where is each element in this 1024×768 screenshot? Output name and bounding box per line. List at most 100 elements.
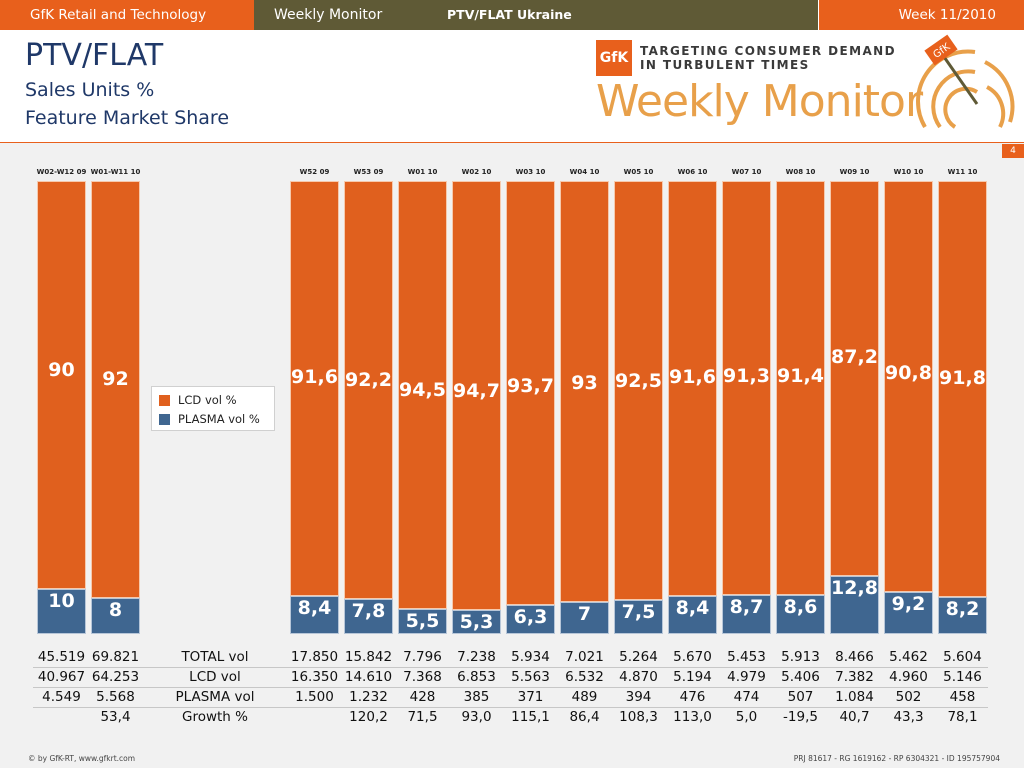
table-cell: 7.382 [835, 669, 874, 685]
table-cell: 71,5 [407, 709, 438, 725]
bar-lcd [776, 181, 825, 595]
table-cell: 5.406 [781, 669, 820, 685]
data-label-plasma: 7,5 [621, 601, 656, 623]
x-tick-label: W01 10 [407, 168, 438, 176]
data-label-plasma: 5,5 [405, 610, 440, 632]
bar-lcd [506, 181, 555, 605]
table-cell: 507 [787, 689, 814, 705]
bar-plasma [614, 600, 663, 634]
table-row-divider [33, 667, 988, 668]
table-cell: 5.462 [889, 649, 928, 665]
x-tick-label: W08 10 [785, 168, 816, 176]
table-row-label: LCD vol [189, 669, 241, 685]
table-cell: 458 [949, 689, 976, 705]
table-cell: 108,3 [619, 709, 658, 725]
table-cell: 53,4 [100, 709, 131, 725]
bar-lcd [560, 181, 609, 602]
bar-plasma [560, 602, 609, 634]
table-cell: 5.568 [96, 689, 135, 705]
table-cell: 489 [571, 689, 598, 705]
data-label-plasma: 12,8 [831, 577, 878, 599]
table-cell: 40.967 [37, 669, 86, 685]
table-cell: 474 [733, 689, 760, 705]
footer-copyright: © by GfK-RT, www.gfkrt.com [28, 754, 136, 763]
bar-lcd [884, 181, 933, 592]
x-tick-label: W01-W11 10 [90, 168, 141, 176]
legend-label-lcd: LCD vol % [178, 393, 237, 407]
bar-plasma [722, 595, 771, 634]
legend-label-plasma: PLASMA vol % [178, 412, 260, 426]
table-cell: 5,0 [735, 709, 758, 725]
data-label-plasma: 7,8 [351, 600, 386, 622]
bar-plasma [398, 609, 447, 634]
table-cell: 371 [517, 689, 544, 705]
data-label-plasma: 8 [108, 599, 123, 621]
data-label-lcd: 87,2 [831, 346, 878, 368]
legend-item-plasma: PLASMA vol % [159, 412, 260, 426]
legend-item-lcd: LCD vol % [159, 393, 237, 407]
bar-plasma [290, 596, 339, 634]
header-monitor: Weekly Monitor [254, 0, 397, 30]
header-divider [0, 142, 1024, 143]
data-label-plasma: 8,7 [729, 596, 764, 618]
bar-plasma [884, 592, 933, 634]
x-tick-label: W02 10 [461, 168, 492, 176]
table-cell: 394 [625, 689, 652, 705]
table-cell: 69.821 [91, 649, 140, 665]
x-tick-label: W07 10 [731, 168, 762, 176]
data-label-lcd: 93,7 [507, 375, 554, 397]
table-cell: 78,1 [947, 709, 978, 725]
data-label-plasma: 9,2 [891, 593, 926, 615]
bar-plasma [668, 596, 717, 634]
bar-lcd [91, 181, 140, 598]
header-bar: GfK Retail and Technology Weekly Monitor… [0, 0, 1024, 30]
data-label-plasma: 7 [577, 603, 592, 625]
table-cell: 5.913 [781, 649, 820, 665]
bar-plasma [452, 610, 501, 634]
page-subtitle-2: Feature Market Share [25, 107, 230, 129]
table-row-divider [33, 687, 988, 688]
table-cell: 4.960 [889, 669, 928, 685]
x-tick-label: W03 10 [515, 168, 546, 176]
table-cell: 1.084 [835, 689, 874, 705]
data-label-plasma: 8,4 [297, 597, 332, 619]
table-cell: 15.842 [344, 649, 393, 665]
table-cell: 1.232 [349, 689, 388, 705]
table-cell: 5.453 [727, 649, 766, 665]
legend-swatch-lcd [159, 394, 170, 406]
x-tick-label: W53 09 [353, 168, 384, 176]
data-label-lcd: 91,8 [939, 367, 986, 389]
table-cell: 14.610 [344, 669, 393, 685]
table-cell: 428 [409, 689, 436, 705]
table-cell: 16.350 [290, 669, 339, 685]
table-cell: 7.021 [565, 649, 604, 665]
table-cell: 7.238 [457, 649, 496, 665]
bar-lcd [938, 181, 987, 597]
data-label-lcd: 91,6 [669, 366, 716, 388]
legend-swatch-plasma [159, 413, 170, 425]
target-icon: GfK [916, 34, 1015, 129]
table-cell: 7.796 [403, 649, 442, 665]
header-report-title: PTV/FLAT Ukraine [397, 0, 818, 30]
bar-plasma [830, 576, 879, 634]
bar-plasma [776, 595, 825, 634]
data-label-lcd: 91,3 [723, 365, 770, 387]
data-label-lcd: 94,5 [399, 379, 446, 401]
table-cell: 4.870 [619, 669, 658, 685]
bar-lcd [722, 181, 771, 595]
x-tick-label: W11 10 [947, 168, 978, 176]
table-row-label: PLASMA vol [175, 689, 255, 705]
header-week: Week 11/2010 [818, 0, 1024, 30]
bar-lcd [830, 181, 879, 576]
table-cell: 8.466 [835, 649, 874, 665]
bar-lcd [452, 181, 501, 610]
bar-lcd [290, 181, 339, 596]
x-tick-label: W04 10 [569, 168, 600, 176]
table-cell: 5.194 [673, 669, 712, 685]
bar-plasma [91, 598, 140, 634]
data-label-lcd: 92 [102, 368, 129, 390]
data-label-lcd: 92,5 [615, 370, 662, 392]
data-label-plasma: 8,6 [783, 596, 818, 618]
table-cell: 7.368 [403, 669, 442, 685]
table-cell: 93,0 [461, 709, 492, 725]
